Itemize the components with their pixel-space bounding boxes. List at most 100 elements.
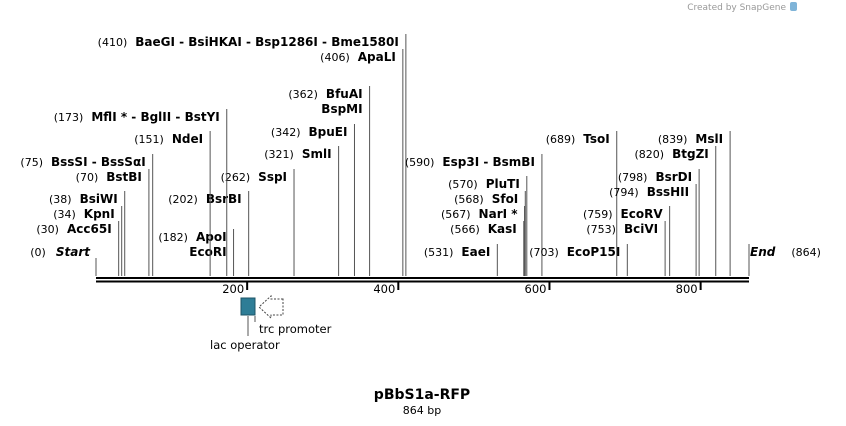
site-label: (689) TsoI	[546, 132, 610, 146]
enzyme-name: SspI	[258, 170, 287, 184]
trc-promoter-feature	[258, 294, 284, 320]
enzyme-name: SmlI	[302, 147, 332, 161]
enzyme-name: ApaLI	[358, 50, 396, 64]
end-name: End	[750, 245, 776, 259]
start-label: (0) Start	[30, 245, 91, 259]
site-position: (202)	[168, 193, 198, 206]
site-label: (70) BstBI	[76, 170, 142, 184]
site-label: (410) BaeGI - BsiHKAI - Bsp1286I - Bme158…	[98, 35, 399, 49]
enzyme-name: BaeGI - BsiHKAI - Bsp1286I - Bme1580I	[135, 35, 399, 49]
site-label: (820) BtgZI	[635, 147, 709, 161]
site-label: (151) NdeI	[134, 132, 203, 146]
enzyme-name: BfuAI	[326, 87, 363, 101]
site-label: (759) EcoRV	[583, 207, 663, 221]
start-name: Start	[56, 245, 91, 259]
title: pBbS1a-RFP	[374, 387, 470, 403]
site-position: (182)	[158, 231, 188, 244]
enzyme-name: BssHII	[647, 185, 689, 199]
site-label: (798) BsrDI	[618, 170, 692, 184]
enzyme-name: KasI	[488, 222, 517, 236]
enzyme-name: NarI *	[479, 207, 519, 221]
site-position: (262)	[221, 171, 251, 184]
site-position: (703)	[529, 246, 559, 259]
site-position: (173)	[54, 111, 84, 124]
site-label: (38) BsiWI	[49, 192, 118, 206]
site-position: (410)	[98, 36, 128, 49]
site-label: (566) KasI	[450, 222, 517, 236]
site-label: (794) BssHII	[609, 185, 689, 199]
site-position: (30)	[36, 223, 59, 236]
site-position: (820)	[635, 148, 665, 161]
enzyme-name: ApoI	[196, 230, 227, 244]
site-label: (590) Esp3I - BsmBI	[405, 155, 535, 169]
site-label: (406) ApaLI	[320, 50, 396, 64]
site-position: (38)	[49, 193, 72, 206]
site-position: (759)	[583, 208, 613, 221]
site-label: (703) EcoP15I	[529, 245, 620, 259]
enzyme-name: BpuEI	[309, 125, 348, 139]
enzyme-name: BstBI	[106, 170, 142, 184]
end-label: End (864)	[750, 245, 821, 259]
site-position: (566)	[450, 223, 480, 236]
enzyme-name: KpnI	[84, 207, 115, 221]
site-label: (34) KpnI	[53, 207, 115, 221]
enzyme-name: EaeI	[461, 245, 490, 259]
enzyme-name: MflI * - BglII - BstYI	[91, 110, 219, 124]
subtitle: 864 bp	[403, 404, 441, 417]
tick-label: 800	[676, 282, 698, 296]
site-position: (34)	[53, 208, 76, 221]
site-position: (151)	[134, 133, 164, 146]
site-label: (362) BfuAI	[288, 87, 362, 101]
site-label: (839) MslI	[658, 132, 723, 146]
site-position: (570)	[448, 178, 478, 191]
site-label: (568) SfoI	[454, 192, 518, 206]
site-label: (202) BsrBI	[168, 192, 241, 206]
site-label: (321) SmlI	[264, 147, 331, 161]
site-label: (75) BssSI - BssSαI	[20, 155, 145, 169]
site-position: (568)	[454, 193, 484, 206]
enzyme-name: BciVI	[624, 222, 658, 236]
feature-label: trc promoter	[259, 322, 332, 336]
site-position: (590)	[405, 156, 435, 169]
site-label: (567) NarI *	[441, 207, 518, 221]
enzyme-name: BsiWI	[80, 192, 118, 206]
site-label: (753) BciVI	[586, 222, 658, 236]
enzyme-name: PluTI	[486, 177, 520, 191]
site-position: (567)	[441, 208, 471, 221]
site-position: (794)	[609, 186, 639, 199]
enzyme-name: BssSI - BssSαI	[51, 155, 146, 169]
site-position: (864)	[791, 246, 821, 259]
site-position: (689)	[546, 133, 576, 146]
enzyme-name: BtgZI	[672, 147, 709, 161]
site-label: (30) Acc65I	[36, 222, 111, 236]
site-label: (531) EaeI	[424, 245, 490, 259]
enzyme-name: SfoI	[492, 192, 519, 206]
feature-label: lac operator	[210, 338, 280, 352]
site-position: (75)	[20, 156, 43, 169]
site-label: (262) SspI	[221, 170, 287, 184]
enzyme-name: TsoI	[583, 132, 609, 146]
site-position: (839)	[658, 133, 688, 146]
enzyme-name: MslI	[695, 132, 723, 146]
tick-label: 400	[373, 282, 395, 296]
enzyme-name: BsrBI	[206, 192, 242, 206]
enzyme-name: Acc65I	[67, 222, 112, 236]
site-position: (342)	[271, 126, 301, 139]
enzyme-name: Esp3I - BsmBI	[442, 155, 534, 169]
site-label: (173) MflI * - BglII - BstYI	[54, 110, 220, 124]
site-position: (362)	[288, 88, 318, 101]
tick-label: 200	[222, 282, 244, 296]
site-label: (182) ApoI	[158, 230, 226, 244]
site-position: (406)	[320, 51, 350, 64]
logo	[790, 2, 797, 11]
enzyme-name: EcoP15I	[567, 245, 621, 259]
enzyme-name: EcoRV	[621, 207, 664, 221]
lac-operator-feature	[240, 297, 256, 316]
enzyme-name: BsrDI	[655, 170, 692, 184]
site-label: (342) BpuEI	[271, 125, 348, 139]
enzyme-name: BspMI	[321, 102, 362, 116]
site-position: (70)	[76, 171, 99, 184]
site-position: (0)	[30, 246, 46, 259]
site-position: (321)	[264, 148, 294, 161]
